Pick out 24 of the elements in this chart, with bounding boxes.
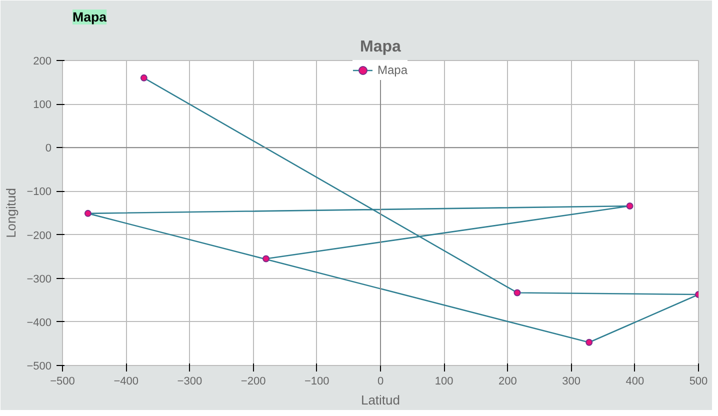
- x-tick-label: 500: [689, 376, 708, 388]
- y-tick-label: −200: [26, 230, 52, 242]
- y-tick-label: 100: [33, 99, 52, 112]
- x-tick-label: 0: [377, 376, 384, 388]
- x-tick-label: −500: [50, 376, 75, 388]
- x-tick-label: 300: [562, 376, 580, 388]
- x-tick-label: 200: [498, 376, 517, 388]
- x-tick-label: −100: [304, 376, 330, 388]
- x-tick-label: 400: [626, 376, 644, 388]
- x-tick-label: −400: [114, 376, 138, 388]
- x-axis-title: Latitud: [360, 392, 400, 408]
- x-tick-label: 100: [434, 376, 454, 388]
- y-tick-label: −500: [26, 360, 52, 372]
- y-tick-label: −400: [26, 316, 52, 329]
- y-tick-label: −300: [26, 273, 52, 286]
- x-tick-label: −200: [240, 376, 266, 388]
- x-tick-label: −300: [177, 376, 202, 388]
- y-tick-label: 0: [45, 142, 52, 155]
- text: Mapa: [72, 10, 108, 24]
- legend-label: Mapa: [377, 63, 408, 77]
- y-axis-title: Longitud: [4, 188, 19, 238]
- y-tick-label: −100: [26, 186, 52, 198]
- y-tick-label: 200: [33, 56, 52, 68]
- chart-title: Mapa: [360, 38, 402, 56]
